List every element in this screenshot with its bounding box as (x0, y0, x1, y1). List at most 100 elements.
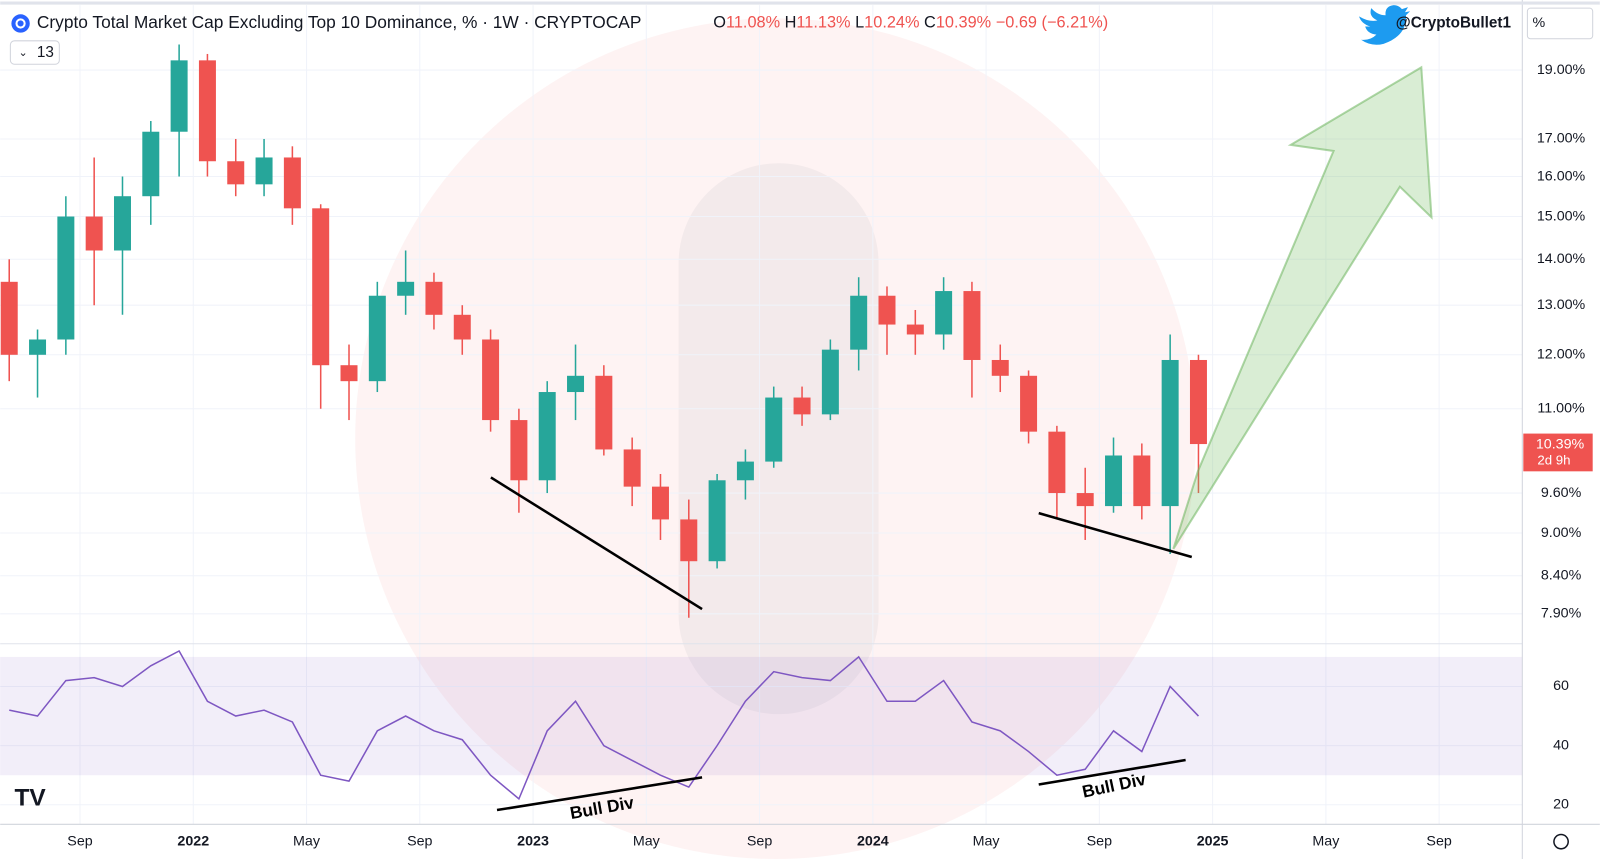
x-tick-label: May (973, 833, 1001, 849)
y-tick-label: 8.40% (1541, 568, 1582, 584)
ohlc-key: C (924, 14, 936, 32)
candle-body (397, 281, 415, 296)
y-tick-label: 9.00% (1541, 525, 1582, 541)
ohlc-key: O (713, 14, 726, 32)
candle-body (878, 295, 896, 325)
y-tick-label: 60 (1553, 678, 1569, 694)
y-tick-label: 14.00% (1537, 251, 1586, 267)
ohlc-value: 10.24% (864, 14, 919, 32)
y-tick-label: 9.60% (1541, 485, 1582, 501)
y-tick-label: 20 (1553, 797, 1569, 813)
change: −0.69 (−6.21%) (996, 14, 1108, 32)
twitter-icon (1359, 5, 1411, 45)
candle-body (623, 449, 641, 487)
y-tick-label: 19.00% (1537, 62, 1586, 78)
y-tick-label: 40 (1553, 737, 1569, 753)
candle-body (453, 314, 471, 340)
x-tick-label: 2022 (177, 833, 209, 849)
candle-body (680, 519, 698, 562)
grid (0, 5, 1523, 825)
x-tick-label: Sep (1087, 833, 1112, 849)
candle-body (567, 375, 585, 393)
candle-body (170, 60, 188, 132)
symbol-icon (15, 18, 26, 29)
candle-body (595, 375, 613, 450)
candle-body (991, 359, 1009, 376)
tv-logo: TV (14, 784, 46, 811)
x-tick-label: Sep (67, 833, 92, 849)
candle-body (651, 486, 669, 520)
ohlc-value: 11.13% (796, 14, 850, 32)
rsi-line (9, 649, 1200, 801)
candle-body (538, 392, 556, 481)
ohlc-value: 10.39% (936, 14, 991, 32)
candle-body (963, 291, 981, 360)
x-tick-label: 2025 (1197, 833, 1229, 849)
candle-body (227, 161, 245, 185)
ohlc-key: H (785, 14, 797, 32)
arrow-up (1172, 65, 1433, 550)
candle-body (198, 60, 216, 162)
candle-body (255, 157, 273, 185)
scale-mode: % (1532, 15, 1545, 31)
marks (0, 44, 1207, 801)
x-tick-label: May (1312, 833, 1340, 849)
candle-body (113, 196, 131, 251)
axes: 7.90% 8.40% 9.00% 9.60% 11.00% 12.00% 13.00% 14… (67, 62, 1585, 850)
chart-title: Crypto Total Market Cap Excluding Top 10… (37, 12, 642, 32)
x-tick-label: Sep (1426, 833, 1451, 849)
y-tick-label: 17.00% (1537, 131, 1586, 147)
y-tick-label: 13.00% (1537, 297, 1586, 313)
candle-body (340, 365, 358, 382)
candle-body (850, 295, 868, 350)
countdown: 2d 9h (1537, 453, 1570, 468)
candle-body (142, 131, 160, 197)
candle-body (312, 208, 330, 366)
x-tick-label: 2024 (857, 833, 889, 849)
candle-body (793, 397, 811, 415)
candle-body (368, 295, 386, 382)
candle-body (1133, 455, 1151, 507)
candle-body (425, 281, 443, 315)
chevron: ⌄ (19, 47, 28, 59)
candle-body (1161, 359, 1179, 507)
candle-body (821, 349, 839, 415)
y-tick-label: 7.90% (1541, 606, 1582, 622)
x-tick-label: Sep (747, 833, 772, 849)
symbol-icon (11, 14, 30, 33)
candle-body (935, 291, 953, 335)
ohlc-legend: O11.08% H11.13% L10.24% C10.39% −0.69 (−… (713, 14, 1108, 32)
y-tick-label: 16.00% (1537, 168, 1586, 184)
ohlc-value: 11.08% (726, 14, 780, 32)
handle: @CryptoBullet1 (1396, 15, 1512, 32)
candle-body (29, 339, 47, 355)
last-price: 10.39% (1536, 437, 1585, 453)
settings-icon[interactable] (1553, 833, 1569, 850)
candle-body (482, 339, 500, 421)
candle-body (1189, 359, 1207, 445)
candle-body (1048, 431, 1066, 494)
trendline (1038, 511, 1193, 559)
x-tick-label: 2023 (517, 833, 549, 849)
candle-body (1105, 455, 1123, 507)
x-tick-label: May (293, 833, 321, 849)
scale-mode-button[interactable] (1526, 7, 1594, 40)
trendline (1038, 758, 1186, 786)
candle-body (708, 480, 726, 562)
x-tick-label: May (633, 833, 661, 849)
y-tick-label: 12.00% (1537, 347, 1586, 363)
candle-body (0, 281, 18, 355)
x-tick-label: Sep (407, 833, 432, 849)
candle-body (736, 461, 754, 481)
indicator-count: 13 (37, 44, 54, 61)
trendline (496, 776, 703, 812)
candle-body (1076, 493, 1094, 507)
rsi-band (0, 656, 1523, 776)
candle-body (85, 216, 103, 251)
y-tick-label: 11.00% (1537, 400, 1585, 416)
candle-body (510, 420, 528, 481)
indicator-toggle[interactable] (9, 40, 60, 65)
